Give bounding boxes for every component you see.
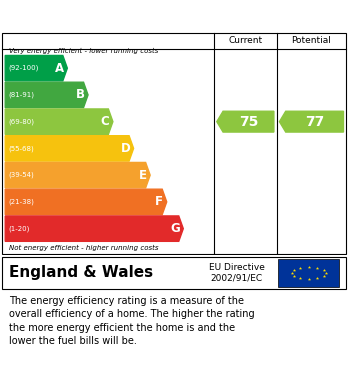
Text: (81-91): (81-91): [9, 91, 35, 98]
Text: Energy Efficiency Rating: Energy Efficiency Rating: [9, 9, 219, 23]
Text: 77: 77: [305, 115, 324, 129]
Text: G: G: [171, 222, 181, 235]
Text: Very energy efficient - lower running costs: Very energy efficient - lower running co…: [9, 48, 158, 54]
FancyArrow shape: [217, 111, 274, 132]
FancyArrow shape: [5, 136, 134, 161]
FancyArrow shape: [5, 56, 68, 81]
Text: A: A: [55, 62, 64, 75]
Text: (1-20): (1-20): [9, 225, 30, 232]
Text: The energy efficiency rating is a measure of the
overall efficiency of a home. T: The energy efficiency rating is a measur…: [9, 296, 254, 346]
Text: 75: 75: [239, 115, 258, 129]
FancyArrow shape: [5, 216, 183, 241]
Text: E: E: [139, 169, 147, 182]
Text: (92-100): (92-100): [9, 65, 39, 72]
Text: Not energy efficient - higher running costs: Not energy efficient - higher running co…: [9, 245, 158, 251]
FancyArrow shape: [279, 111, 343, 132]
Text: C: C: [101, 115, 110, 128]
Text: Current: Current: [228, 36, 262, 45]
Text: Potential: Potential: [292, 36, 331, 45]
Text: (21-38): (21-38): [9, 199, 34, 205]
Text: D: D: [121, 142, 131, 155]
Text: B: B: [76, 88, 85, 101]
FancyArrow shape: [5, 82, 88, 108]
FancyArrow shape: [5, 162, 150, 188]
Text: (55-68): (55-68): [9, 145, 34, 152]
Text: F: F: [155, 196, 163, 208]
Text: (39-54): (39-54): [9, 172, 34, 178]
Bar: [278, 259, 339, 287]
Text: EU Directive
2002/91/EC: EU Directive 2002/91/EC: [209, 263, 265, 282]
FancyArrow shape: [5, 109, 113, 135]
Text: (69-80): (69-80): [9, 118, 35, 125]
FancyArrow shape: [5, 189, 167, 215]
Text: England & Wales: England & Wales: [9, 265, 153, 280]
